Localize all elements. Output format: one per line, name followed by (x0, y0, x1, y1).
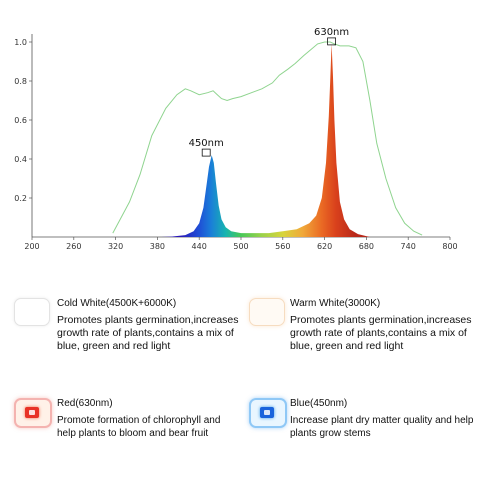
peak-label: 630nm (314, 27, 349, 38)
x-tick-label: 380 (150, 242, 165, 251)
y-tick-label: 0.8 (14, 77, 27, 86)
spectrum-chart: 200 260 320 380 440 500 560 620 680 740 800 0.2 0.4 0… (14, 27, 457, 251)
legend-warm-white-description: Promotes plants germination,increases gr… (290, 314, 472, 352)
red-led-icon (25, 407, 39, 418)
blue-led-icon (260, 407, 274, 418)
y-tick-label: 0.2 (14, 194, 27, 203)
legend-red-description: Promote formation of chlorophyll and hel… (57, 415, 221, 439)
x-tick-label: 740 (401, 242, 416, 251)
x-tick-label: 800 (442, 242, 457, 251)
y-tick-label: 1.0 (14, 38, 27, 47)
y-tick-label: 0.6 (14, 116, 27, 125)
peak-marker (201, 148, 211, 157)
x-tick-label: 500 (233, 242, 248, 251)
x-tick-label: 680 (359, 242, 374, 251)
white-led-envelope-series (112, 41, 423, 236)
blue-led-swatch (249, 398, 287, 428)
peak-label: 450nm (189, 138, 224, 149)
peak-marker (327, 37, 337, 46)
red-led-swatch (14, 398, 52, 428)
legend-red-title: Red(630nm) (57, 398, 113, 409)
x-tick-label: 260 (66, 242, 81, 251)
legend-cold-white-description: Promotes plants germination,increases gr… (57, 314, 239, 352)
x-tick-label: 440 (192, 242, 207, 251)
x-tick-label: 620 (317, 242, 332, 251)
spectrum-fill-series (160, 43, 370, 238)
x-tick-label: 320 (108, 242, 123, 251)
x-tick-label: 200 (24, 242, 39, 251)
y-tick-label: 0.4 (14, 155, 27, 164)
legend-cold-white-title: Cold White(4500K+6000K) (57, 298, 177, 309)
warm-white-swatch (249, 298, 285, 326)
legend-blue-description: Increase plant dry matter quality and he… (290, 415, 474, 439)
legend-blue-title: Blue(450nm) (290, 398, 348, 409)
x-tick-label: 560 (275, 242, 290, 251)
cold-white-swatch (14, 298, 50, 326)
legend-warm-white-title: Warm White(3000K) (290, 298, 381, 309)
